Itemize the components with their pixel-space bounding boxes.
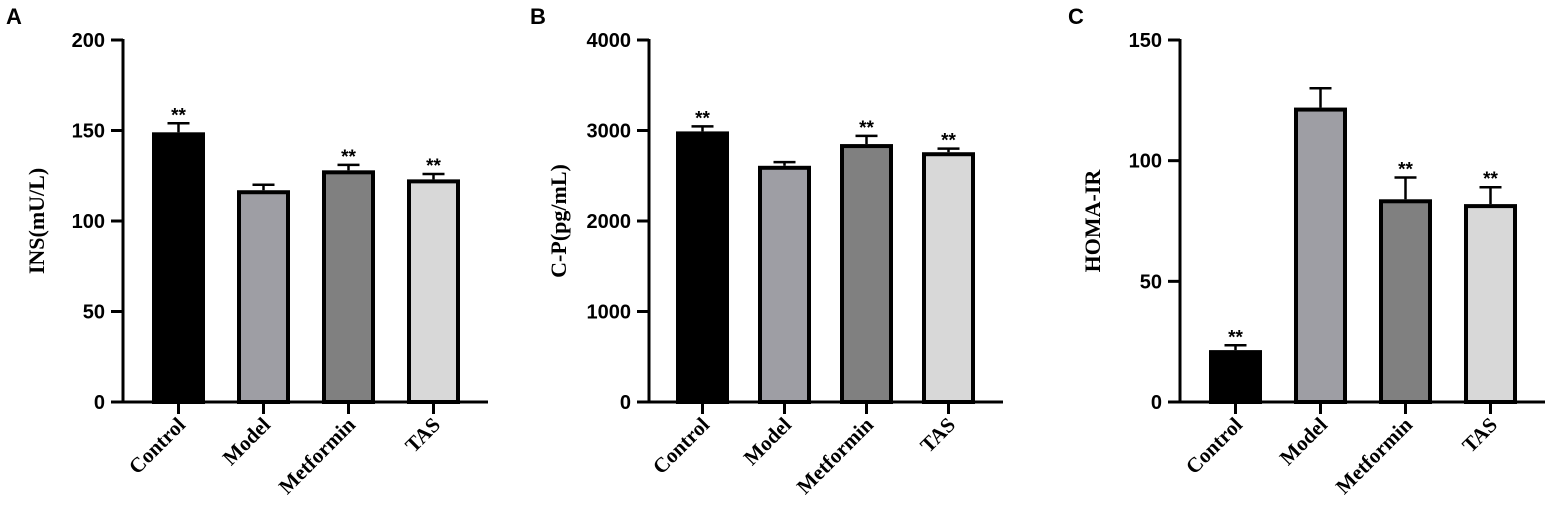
y-tick-label: 3000	[587, 121, 632, 143]
category-label-tas: TAS	[400, 413, 445, 458]
bar-metformin	[1379, 199, 1432, 404]
y-tick-label: 0	[94, 392, 105, 414]
category-label-metformin: Metformin	[274, 412, 360, 498]
panel-b: B C-P(pg/mL) 0 1000 2000 3000 4000 ** Control Mod…	[530, 4, 1003, 499]
category-label-control: Control	[648, 412, 714, 478]
category-label-metformin: Metformin	[1331, 412, 1417, 498]
significance-label: **	[859, 118, 874, 139]
y-tick-label: 150	[1129, 30, 1162, 52]
bar-model	[1294, 107, 1347, 404]
y-tick-label: 200	[72, 30, 105, 52]
bar-model	[758, 165, 811, 404]
significance-label: **	[1483, 169, 1498, 190]
bar-tas	[1464, 204, 1517, 404]
y-tick-label: 100	[72, 211, 105, 233]
bar-metformin	[322, 170, 375, 404]
panel-letter: B	[530, 4, 546, 29]
significance-label: **	[341, 147, 356, 168]
y-tick-label: 50	[83, 302, 105, 324]
category-label-model: Model	[218, 412, 276, 470]
panel-a: A INS(mU/L) 0 50 100 150 200 ** Control Model ** Me…	[6, 4, 488, 499]
y-tick-label: 1000	[587, 302, 632, 324]
bar-control	[1209, 350, 1262, 405]
y-axis-title: C-P(pg/mL)	[546, 164, 571, 278]
panel-c: C HOMA-IR 0 50 100 150 ** Control Model ** Metform…	[1068, 4, 1545, 499]
bar-tas	[407, 179, 460, 404]
category-label-control: Control	[124, 412, 190, 478]
significance-label: **	[171, 105, 186, 126]
significance-label: **	[941, 131, 956, 152]
bar-tas	[922, 152, 975, 404]
bar-control	[152, 132, 205, 404]
y-tick-label: 2000	[587, 211, 632, 233]
y-axis-title: HOMA-IR	[1080, 169, 1105, 273]
significance-label: **	[1398, 160, 1413, 181]
y-tick-label: 50	[1140, 271, 1162, 293]
y-tick-label: 0	[620, 392, 631, 414]
y-tick-label: 150	[72, 121, 105, 143]
category-label-model: Model	[739, 412, 797, 470]
bar-control	[676, 131, 729, 404]
category-label-control: Control	[1181, 412, 1247, 478]
y-axis-title: INS(mU/L)	[24, 168, 49, 274]
category-label-tas: TAS	[915, 413, 960, 458]
significance-label: **	[1228, 327, 1243, 348]
bar-model	[237, 190, 290, 404]
significance-label: **	[426, 156, 441, 177]
panel-letter: C	[1068, 4, 1084, 29]
category-label-model: Model	[1275, 412, 1333, 470]
y-tick-label: 4000	[587, 30, 632, 52]
category-label-tas: TAS	[1457, 413, 1502, 458]
bar-metformin	[840, 144, 893, 404]
y-tick-label: 100	[1129, 151, 1162, 173]
y-tick-label: 0	[1151, 392, 1162, 414]
significance-label: **	[695, 108, 710, 129]
panel-letter: A	[6, 4, 22, 29]
category-label-metformin: Metformin	[792, 412, 878, 498]
